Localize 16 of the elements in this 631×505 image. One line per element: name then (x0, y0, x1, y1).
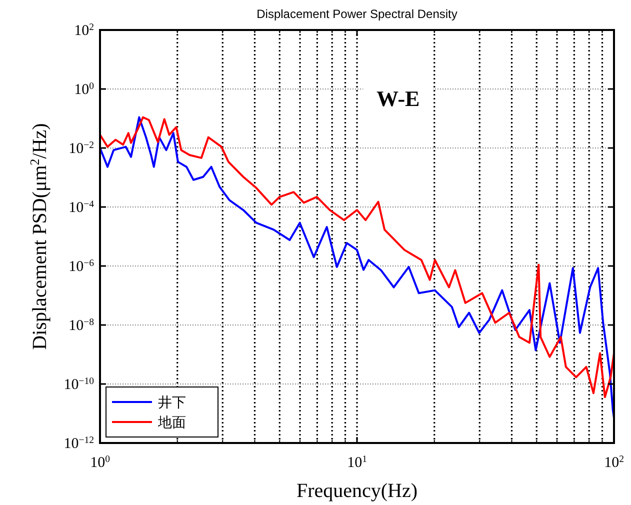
legend-label: 地面 (157, 415, 186, 431)
x-tick-label: 10$^{2}$ (604, 454, 624, 471)
y-tick-label: 10$^{0}$ (74, 80, 94, 98)
legend-label: 井下 (158, 395, 186, 411)
y-tick-label: 10$^{−2}$ (68, 140, 94, 157)
y-tick-label: 10$^{−8}$ (68, 316, 94, 334)
y-tick-label: 10$^{−10}$ (64, 376, 94, 393)
y-tick-label: 10$^{−12}$ (64, 434, 94, 452)
y-tick-label: 10$^{−6}$ (68, 258, 94, 275)
x-axis-title: Frequency(Hz) (296, 480, 418, 502)
x-tick-label: 10$^{1}$ (347, 454, 368, 471)
y-tick-label: 10$^{−4}$ (68, 198, 94, 216)
x-tick-label: 10$^{0}$ (90, 454, 110, 471)
annotation: W-E (376, 86, 420, 111)
chart-title: Displacement Power Spectral Density (256, 7, 458, 21)
y-tick-label: 10$^{2}$ (74, 22, 94, 39)
